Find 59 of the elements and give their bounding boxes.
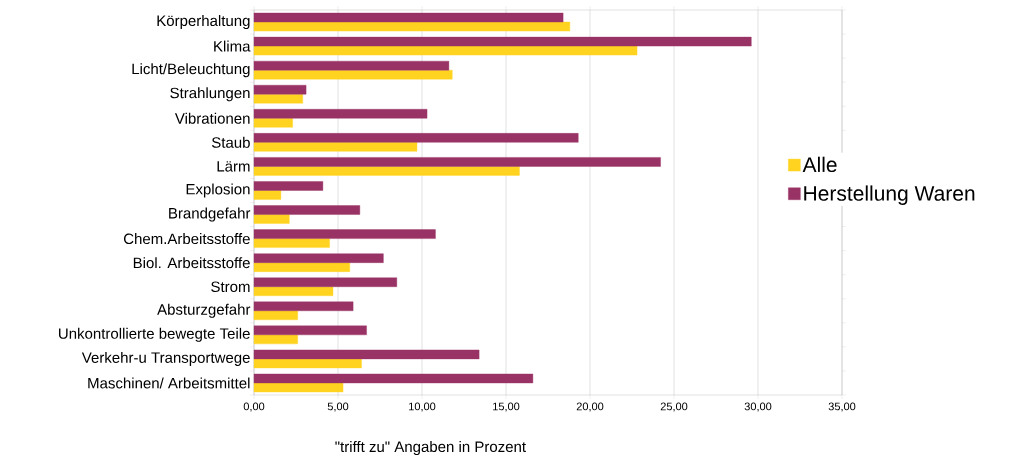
legend-label: Herstellung Waren — [804, 185, 975, 205]
y-tick-label: Biol. Arbeitsstoffe — [133, 257, 250, 269]
y-tick-label: Strom — [211, 281, 250, 293]
bar — [253, 181, 324, 191]
y-tick-label: Verkehr-u Transportwege — [81, 351, 250, 366]
x-tick-label: 0,00 — [243, 402, 265, 412]
bar — [253, 85, 307, 95]
y-tick-label: Explosion — [186, 183, 250, 198]
bar — [253, 325, 367, 336]
bar — [253, 373, 534, 384]
x-tick-label: 10,00 — [409, 402, 436, 412]
bar — [253, 69, 453, 80]
bar — [253, 157, 661, 167]
bar — [253, 12, 564, 23]
bar — [253, 253, 384, 263]
y-tick-label: Licht/Beleuchtung — [132, 63, 250, 78]
y-tick-label: Vibrationen — [174, 112, 250, 124]
bar — [253, 382, 344, 393]
bar — [253, 358, 362, 369]
bar — [253, 109, 428, 119]
x-tick-label: 35,00 — [828, 402, 856, 412]
y-tick-label: Maschinen/ Arbeitsmittel — [88, 377, 250, 389]
bar — [253, 238, 330, 248]
y-tick-label: Chem.Arbeitsstoffe — [123, 233, 250, 245]
bar — [253, 277, 397, 287]
bar — [253, 229, 436, 239]
bar — [253, 301, 354, 311]
x-tick-label: 25,00 — [660, 402, 688, 412]
bar — [253, 190, 282, 200]
y-tick-label: Absturzgefahr — [157, 303, 251, 318]
y-tick-label: Staub — [211, 136, 250, 148]
legend-label: Alle — [802, 156, 837, 173]
bar — [253, 21, 571, 32]
bar — [253, 94, 303, 104]
bar — [253, 166, 520, 176]
y-tick-label: Körperhaltung — [157, 15, 250, 30]
x-tick-label: 30,00 — [744, 402, 772, 412]
x-tick-label: 20,00 — [576, 402, 604, 412]
bar — [253, 45, 638, 56]
y-tick-label: Unkontrollierte bewegte Teile — [59, 327, 250, 342]
x-tick-label: 15,00 — [493, 402, 520, 412]
bar — [253, 310, 298, 320]
bar — [253, 334, 298, 345]
bar — [253, 133, 579, 143]
bar — [253, 286, 334, 296]
bar — [253, 214, 290, 224]
y-tick-label: Klima — [214, 40, 251, 52]
bar — [253, 36, 752, 47]
y-tick-label: Strahlungen — [170, 87, 250, 102]
bar — [253, 60, 450, 71]
bar — [253, 205, 361, 215]
y-tick-label: Lärm — [217, 161, 250, 172]
bar — [253, 142, 418, 152]
bar — [253, 262, 350, 272]
y-tick-label: Brandgefahr — [169, 207, 251, 222]
x-tick-label: 5,00 — [327, 402, 349, 412]
x-axis-title: "trifft zu" Angaben in Prozent — [335, 441, 526, 455]
bar — [253, 349, 480, 360]
bar — [253, 118, 293, 128]
